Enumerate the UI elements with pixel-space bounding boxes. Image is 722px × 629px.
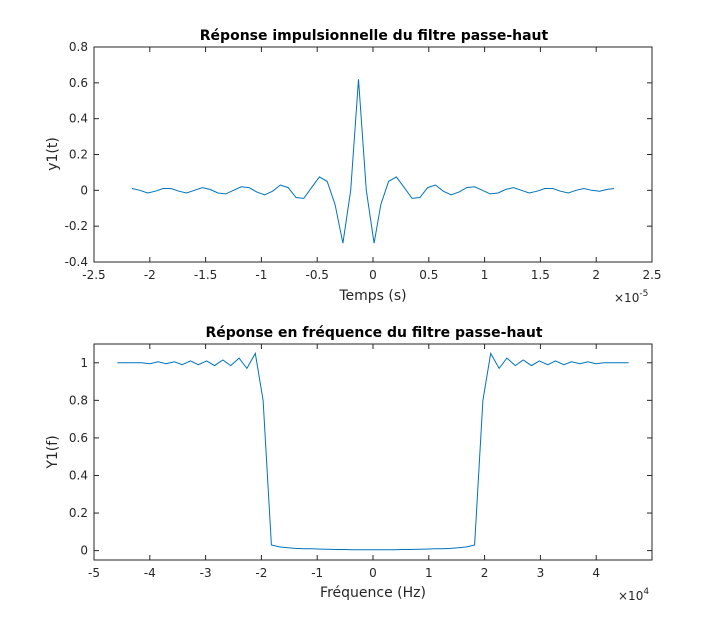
x-axis-exponent: ×10-5 <box>614 289 648 305</box>
x-tick-label: -2 <box>144 268 156 282</box>
chart-title: Réponse en fréquence du filtre passe-hau… <box>205 325 542 341</box>
x-tick-label: -5 <box>88 566 100 580</box>
x-tick-label: -0.5 <box>305 268 328 282</box>
series-line <box>117 351 629 551</box>
x-tick-label: -2.5 <box>82 268 105 282</box>
chart-title: Réponse impulsionnelle du filtre passe-h… <box>200 28 549 44</box>
x-tick-label: 1 <box>425 566 433 580</box>
y-tick-label: 0.6 <box>69 76 88 90</box>
x-tick-label: 2 <box>481 566 489 580</box>
y-tick-label: 0 <box>80 544 88 558</box>
data-series <box>131 79 615 244</box>
x-tick-label: -3 <box>200 566 212 580</box>
exponent-base: ×10 <box>614 291 639 305</box>
y-tick-label: 0 <box>80 183 88 197</box>
x-tick-label: -2 <box>255 566 267 580</box>
y-axis-label: Y1(f) <box>45 435 61 469</box>
x-tick-label: -4 <box>144 566 156 580</box>
x-axis-exponent: ×104 <box>618 587 649 603</box>
plot-area <box>93 46 653 263</box>
y-tick-label: 0.8 <box>69 40 88 54</box>
x-tick-label: 0 <box>369 566 377 580</box>
exponent-power: -5 <box>639 289 648 299</box>
y-axis: 0 0.2 0.4 0.6 0.8 1 <box>69 356 652 558</box>
x-axis: -5 -4 -3 -2 -1 0 1 2 3 4 <box>88 344 600 580</box>
x-tick-label: 3 <box>537 566 545 580</box>
x-tick-label: 1 <box>481 268 489 282</box>
y-tick-label: 0.6 <box>69 431 88 445</box>
exponent-base: ×10 <box>618 589 643 603</box>
x-tick-label: 2.5 <box>642 268 661 282</box>
y-tick-label: 0.4 <box>69 468 88 482</box>
y-tick-label: 0.8 <box>69 393 88 407</box>
y-tick-label: 0.4 <box>69 112 88 126</box>
x-tick-label: -1 <box>255 268 267 282</box>
y-tick-label: 1 <box>80 356 88 370</box>
x-tick-label: 4 <box>592 566 600 580</box>
y-tick-label: 0.2 <box>69 148 88 162</box>
impulse-response-chart: Réponse impulsionnelle du filtre passe-h… <box>45 28 662 305</box>
y-axis-label: y1(t) <box>45 137 61 171</box>
x-axis-label: Fréquence (Hz) <box>320 585 426 601</box>
y-axis: -0.4 -0.2 0 0.2 0.4 0.6 0.8 <box>65 40 652 269</box>
x-tick-label: 1.5 <box>531 268 550 282</box>
x-tick-label: 2 <box>592 268 600 282</box>
y-tick-label: 0.2 <box>69 506 88 520</box>
x-tick-label: -1.5 <box>194 268 217 282</box>
series-line <box>131 79 615 244</box>
y-tick-label: -0.2 <box>65 219 88 233</box>
exponent-power: 4 <box>643 587 649 597</box>
frequency-response-chart: Réponse en fréquence du filtre passe-hau… <box>45 325 653 603</box>
x-axis: -2.5 -2 -1.5 -1 -0.5 0 0.5 1 1.5 2 2.5 <box>82 47 662 282</box>
data-series <box>117 351 629 551</box>
y-tick-label: -0.4 <box>65 255 88 269</box>
x-axis-label: Temps (s) <box>338 288 406 304</box>
x-tick-label: -1 <box>311 566 323 580</box>
plot-area <box>93 343 653 561</box>
x-tick-label: 0 <box>369 268 377 282</box>
x-tick-label: 0.5 <box>419 268 438 282</box>
